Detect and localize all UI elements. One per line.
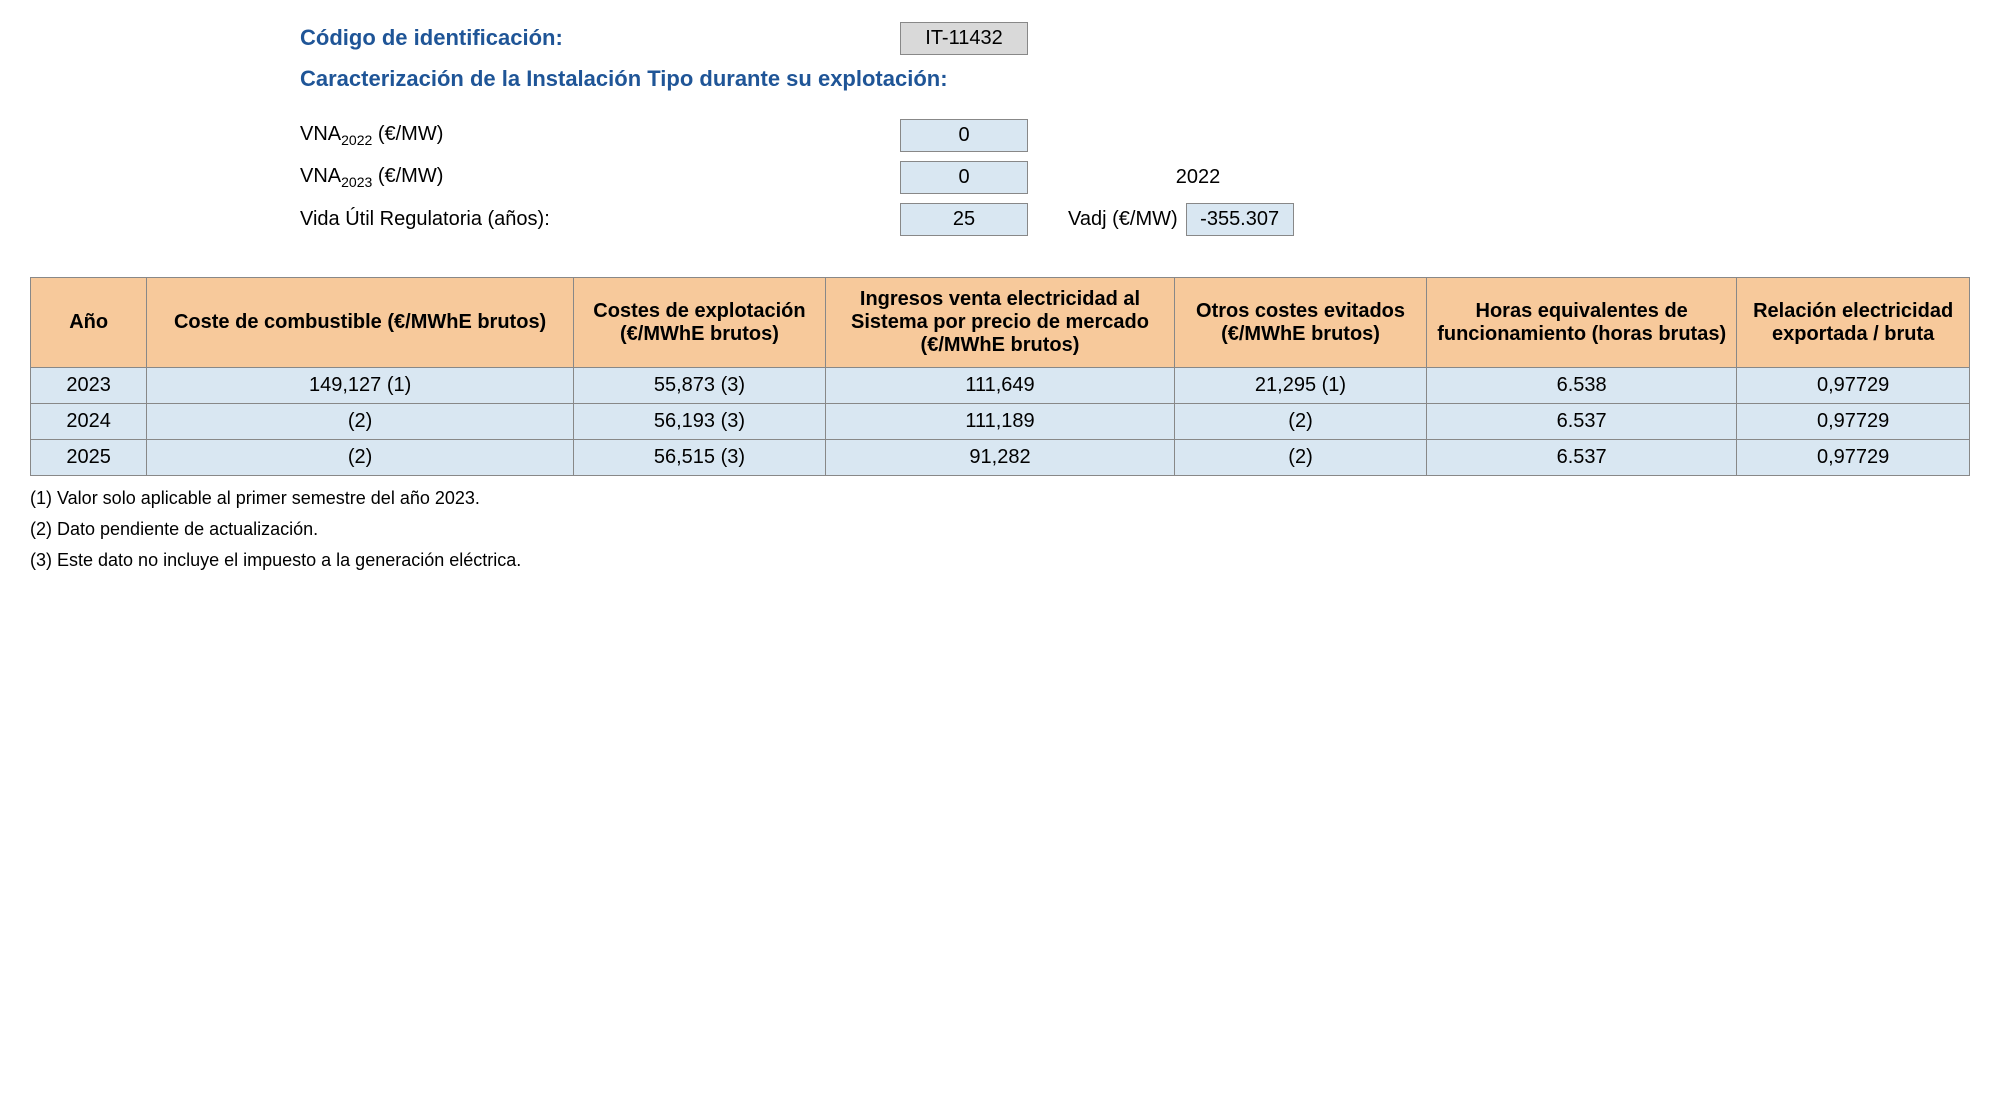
col-header: Costes de explotación (€/MWhE brutos) xyxy=(573,278,825,368)
table-cell: 149,127 (1) xyxy=(147,368,574,404)
footnote: (3) Este dato no incluye el impuesto a l… xyxy=(30,550,1970,571)
code-value: IT-11432 xyxy=(900,22,1028,55)
table-cell: 6.538 xyxy=(1427,368,1737,404)
table-cell: 56,515 (3) xyxy=(573,440,825,476)
vna2022-label: VNA2022 (€/MW) xyxy=(300,123,900,148)
col-header: Relación electricidad exportada / bruta xyxy=(1737,278,1970,368)
table-row: 2023149,127 (1)55,873 (3)111,64921,295 (… xyxy=(31,368,1970,404)
vadj-value: -355.307 xyxy=(1186,203,1294,236)
table-cell: 0,97729 xyxy=(1737,404,1970,440)
col-header: Ingresos venta electricidad al Sistema p… xyxy=(825,278,1174,368)
table-cell: (2) xyxy=(1174,404,1426,440)
table-cell: (2) xyxy=(1174,440,1426,476)
vida-label: Vida Útil Regulatoria (años): xyxy=(300,208,900,231)
vna2022-value: 0 xyxy=(900,119,1028,152)
table-cell: 56,193 (3) xyxy=(573,404,825,440)
table-cell: 55,873 (3) xyxy=(573,368,825,404)
table-cell: (2) xyxy=(147,404,574,440)
table-cell: 6.537 xyxy=(1427,440,1737,476)
table-row: 2025(2)56,515 (3)91,282(2)6.5370,97729 xyxy=(31,440,1970,476)
table-cell: 0,97729 xyxy=(1737,368,1970,404)
main-table: AñoCoste de combustible (€/MWhE brutos)C… xyxy=(30,277,1970,476)
table-cell: 2024 xyxy=(31,404,147,440)
table-cell: 0,97729 xyxy=(1737,440,1970,476)
table-cell: (2) xyxy=(147,440,574,476)
table-cell: 6.537 xyxy=(1427,404,1737,440)
footnote: (2) Dato pendiente de actualización. xyxy=(30,519,1970,540)
table-cell: 21,295 (1) xyxy=(1174,368,1426,404)
vna2023-value: 0 xyxy=(900,161,1028,194)
vida-value: 25 xyxy=(900,203,1028,236)
table-row: 2024(2)56,193 (3)111,189(2)6.5370,97729 xyxy=(31,404,1970,440)
code-label: Código de identificación: xyxy=(300,25,900,51)
col-header: Año xyxy=(31,278,147,368)
vadj-label: Vadj (€/MW) xyxy=(1068,208,1178,231)
table-cell: 2025 xyxy=(31,440,147,476)
year-ref: 2022 xyxy=(1068,166,1328,189)
col-header: Coste de combustible (€/MWhE brutos) xyxy=(147,278,574,368)
table-cell: 111,189 xyxy=(825,404,1174,440)
section-title: Caracterización de la Instalación Tipo d… xyxy=(300,66,1970,92)
table-cell: 91,282 xyxy=(825,440,1174,476)
footnotes: (1) Valor solo aplicable al primer semes… xyxy=(30,488,1970,571)
footnote: (1) Valor solo aplicable al primer semes… xyxy=(30,488,1970,509)
vna2023-label: VNA2023 (€/MW) xyxy=(300,165,900,190)
col-header: Otros costes evitados (€/MWhE brutos) xyxy=(1174,278,1426,368)
table-cell: 111,649 xyxy=(825,368,1174,404)
col-header: Horas equivalentes de funcionamiento (ho… xyxy=(1427,278,1737,368)
table-cell: 2023 xyxy=(31,368,147,404)
